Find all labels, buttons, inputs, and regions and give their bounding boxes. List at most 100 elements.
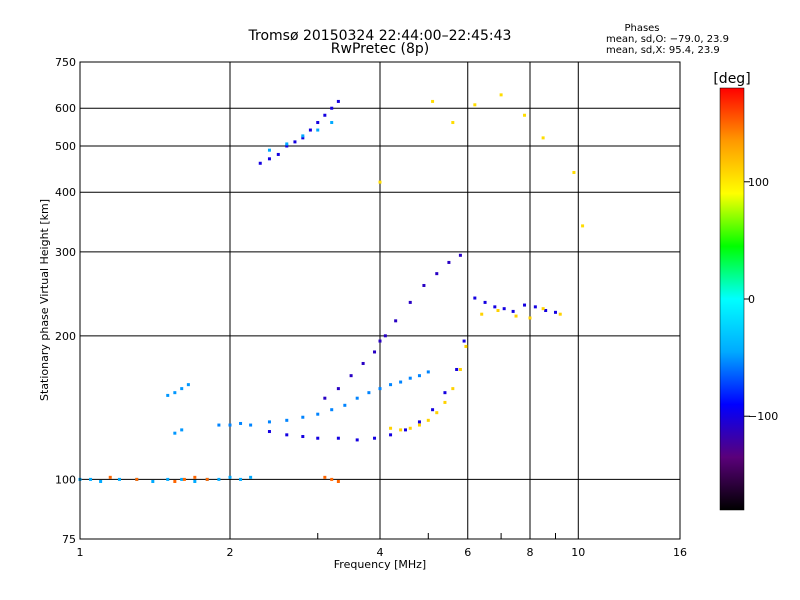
data-point bbox=[301, 435, 305, 439]
data-point bbox=[301, 136, 305, 140]
data-point bbox=[523, 303, 527, 307]
x-tick-label: 4 bbox=[377, 546, 384, 559]
data-point bbox=[336, 479, 340, 483]
colorbar-ticks: 100 0 −100 bbox=[744, 176, 778, 423]
data-point bbox=[493, 305, 497, 309]
data-point bbox=[541, 307, 545, 311]
data-point bbox=[426, 418, 430, 422]
axis-ticks: 1 2 4 6 8 10 16 75 100 200 300 400 500 600 750 bbox=[55, 56, 687, 559]
data-point bbox=[417, 374, 421, 378]
y-tick-label: 600 bbox=[55, 102, 76, 115]
colorbar bbox=[719, 87, 745, 511]
data-point bbox=[239, 477, 243, 481]
stats-line-o: mean, sd,O: −79.0, 23.9 bbox=[606, 34, 729, 45]
data-point bbox=[323, 113, 327, 117]
data-point bbox=[166, 393, 170, 397]
data-point bbox=[316, 128, 320, 132]
y-tick-label: 750 bbox=[55, 56, 76, 69]
data-point bbox=[378, 180, 382, 184]
data-point bbox=[581, 224, 585, 228]
data-points bbox=[78, 93, 585, 483]
data-point bbox=[323, 475, 327, 479]
data-point bbox=[389, 433, 393, 437]
data-point bbox=[301, 134, 305, 138]
data-point bbox=[173, 391, 177, 395]
data-point bbox=[301, 415, 305, 419]
chart-title: Tromsø 20150324 22:44:00–22:45:43 bbox=[248, 28, 512, 44]
data-point bbox=[228, 423, 232, 427]
data-point bbox=[544, 308, 548, 312]
data-point bbox=[117, 477, 121, 481]
data-point bbox=[193, 479, 197, 483]
x-tick-label: 10 bbox=[571, 546, 585, 559]
plot-frame bbox=[79, 61, 681, 540]
data-point bbox=[285, 418, 289, 422]
data-point bbox=[361, 361, 365, 365]
data-point bbox=[217, 477, 221, 481]
data-point bbox=[239, 421, 243, 425]
stats-heading: Phases bbox=[624, 23, 659, 34]
data-point bbox=[462, 339, 466, 343]
data-point bbox=[173, 431, 177, 435]
x-tick-label: 1 bbox=[77, 546, 84, 559]
data-point bbox=[228, 475, 232, 479]
data-point bbox=[180, 477, 184, 481]
data-point bbox=[186, 383, 190, 387]
colorbar-unit: [deg] bbox=[713, 71, 750, 87]
data-point bbox=[267, 420, 271, 424]
data-point bbox=[151, 479, 155, 483]
data-point bbox=[336, 387, 340, 391]
data-point bbox=[330, 121, 334, 125]
data-point bbox=[336, 99, 340, 103]
data-point bbox=[443, 391, 447, 395]
y-tick-label: 500 bbox=[55, 140, 76, 153]
data-point bbox=[383, 334, 387, 338]
data-point bbox=[431, 408, 435, 412]
data-point bbox=[417, 420, 421, 424]
data-point bbox=[99, 479, 103, 483]
data-point bbox=[417, 423, 421, 427]
data-point bbox=[394, 319, 398, 323]
data-point bbox=[483, 300, 487, 304]
data-point bbox=[511, 309, 515, 313]
y-tick-label: 300 bbox=[55, 246, 76, 259]
data-point bbox=[572, 170, 576, 174]
data-point bbox=[267, 157, 271, 161]
data-point bbox=[330, 408, 334, 412]
y-tick-label: 75 bbox=[62, 533, 76, 546]
data-point bbox=[285, 433, 289, 437]
data-point bbox=[473, 296, 477, 300]
data-point bbox=[180, 387, 184, 391]
data-point bbox=[455, 367, 459, 371]
stats-line-x: mean, sd,X: 95.4, 23.9 bbox=[606, 45, 720, 56]
data-point bbox=[403, 428, 407, 432]
data-point bbox=[480, 312, 484, 316]
colorbar-tick-label: −100 bbox=[748, 410, 778, 423]
data-point bbox=[464, 344, 468, 348]
data-point bbox=[496, 308, 500, 312]
colorbar-tick-label: 0 bbox=[748, 293, 755, 306]
data-point bbox=[447, 260, 451, 264]
data-point bbox=[389, 426, 393, 430]
data-point bbox=[89, 477, 93, 481]
data-point bbox=[355, 438, 359, 442]
data-point bbox=[349, 374, 353, 378]
data-point bbox=[285, 142, 289, 146]
data-point bbox=[435, 411, 439, 415]
x-tick-label: 16 bbox=[673, 546, 687, 559]
data-point bbox=[330, 477, 334, 481]
data-point bbox=[180, 428, 184, 432]
data-point bbox=[258, 161, 262, 165]
data-point bbox=[408, 300, 412, 304]
data-point bbox=[523, 113, 527, 117]
data-point bbox=[443, 400, 447, 404]
data-point bbox=[528, 316, 532, 320]
data-point bbox=[399, 380, 403, 384]
data-point bbox=[249, 423, 253, 427]
x-tick-label: 6 bbox=[464, 546, 471, 559]
data-point bbox=[267, 148, 271, 152]
data-point bbox=[355, 396, 359, 400]
data-point bbox=[108, 475, 112, 479]
data-point bbox=[499, 93, 503, 97]
